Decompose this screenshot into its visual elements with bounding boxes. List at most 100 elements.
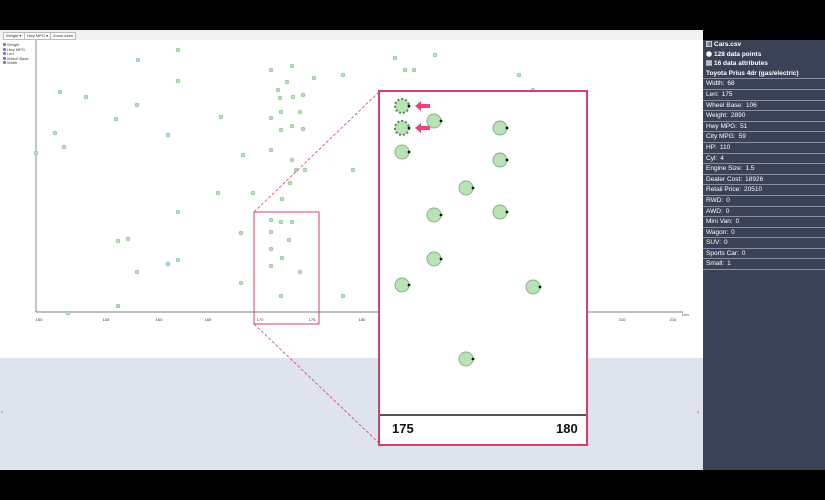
attribute-label: City MPG: bbox=[706, 133, 736, 141]
attribute-value: 0 bbox=[735, 218, 740, 226]
data-point[interactable] bbox=[287, 180, 293, 186]
data-point[interactable] bbox=[83, 94, 89, 100]
attribute-value: 0 bbox=[741, 249, 746, 257]
data-point[interactable] bbox=[284, 79, 290, 85]
data-point[interactable] bbox=[350, 167, 356, 173]
data-point[interactable] bbox=[250, 190, 256, 196]
file-info-row: Cars.csv bbox=[703, 40, 825, 50]
x-tick-label: 215 bbox=[670, 317, 677, 322]
attribute-value: 110 bbox=[719, 143, 731, 151]
data-point[interactable] bbox=[300, 126, 306, 132]
data-point[interactable] bbox=[516, 72, 522, 78]
data-point[interactable] bbox=[340, 72, 346, 78]
attribute-value: 4 bbox=[720, 154, 724, 162]
data-point[interactable] bbox=[57, 89, 63, 95]
data-point[interactable] bbox=[52, 130, 58, 136]
data-point[interactable] bbox=[33, 150, 39, 156]
data-point[interactable] bbox=[61, 144, 67, 150]
data-point[interactable] bbox=[302, 167, 308, 173]
data-point[interactable] bbox=[65, 310, 71, 316]
data-point[interactable] bbox=[279, 196, 285, 202]
attribute-label: AWD: bbox=[706, 207, 723, 215]
data-point[interactable] bbox=[218, 114, 224, 120]
data-point[interactable] bbox=[268, 217, 274, 223]
attribute-label: Weight: bbox=[706, 112, 728, 120]
data-point[interactable] bbox=[113, 116, 119, 122]
zoom-inset-panel[interactable]: 175 180 bbox=[378, 90, 588, 446]
attribute-label: Hwy MPG: bbox=[706, 122, 738, 130]
data-point[interactable] bbox=[134, 269, 140, 275]
data-point[interactable] bbox=[135, 57, 141, 63]
points-info-row: 128 data points bbox=[703, 50, 825, 60]
zoom-connector-top bbox=[253, 90, 381, 213]
data-point[interactable] bbox=[125, 236, 131, 242]
data-point[interactable] bbox=[289, 157, 295, 163]
data-point[interactable] bbox=[238, 230, 244, 236]
data-point[interactable] bbox=[278, 293, 284, 299]
data-point[interactable] bbox=[277, 95, 283, 101]
attribute-count: 16 data attributes bbox=[714, 60, 768, 68]
data-point[interactable] bbox=[278, 127, 284, 133]
data-point[interactable] bbox=[432, 52, 438, 58]
point-count: 128 data points bbox=[714, 50, 762, 58]
data-point[interactable] bbox=[134, 102, 140, 108]
data-point[interactable] bbox=[268, 147, 274, 153]
legend-item[interactable]: Weight bbox=[3, 42, 29, 48]
legend-item[interactable]: Hwy MPG bbox=[3, 47, 29, 53]
data-point[interactable] bbox=[392, 55, 398, 61]
data-point[interactable] bbox=[289, 123, 295, 129]
data-point[interactable] bbox=[278, 219, 284, 225]
x-axis-label: Len bbox=[682, 312, 689, 317]
data-point[interactable] bbox=[286, 237, 292, 243]
attribute-row: Sports Car: 0 bbox=[703, 249, 825, 260]
data-point[interactable] bbox=[175, 209, 181, 215]
attribute-row: Dealer Cost: 18926 bbox=[703, 175, 825, 186]
data-point[interactable] bbox=[240, 152, 246, 158]
data-point[interactable] bbox=[268, 246, 274, 252]
data-point[interactable] bbox=[289, 219, 295, 225]
data-point[interactable] bbox=[268, 263, 274, 269]
data-point[interactable] bbox=[115, 303, 121, 309]
attribute-value: 0 bbox=[726, 196, 730, 204]
data-point[interactable] bbox=[297, 269, 303, 275]
attribute-value: 1 bbox=[727, 260, 731, 268]
legend-item[interactable]: Len bbox=[3, 51, 29, 57]
data-point[interactable] bbox=[238, 280, 244, 286]
data-point[interactable] bbox=[165, 261, 171, 267]
data-point[interactable] bbox=[165, 132, 171, 138]
data-point[interactable] bbox=[215, 190, 221, 196]
scroll-right-arrow-icon[interactable]: › bbox=[697, 410, 699, 416]
data-point[interactable] bbox=[289, 63, 295, 69]
data-point[interactable] bbox=[175, 257, 181, 263]
bottom-black-bar bbox=[0, 470, 825, 500]
data-point[interactable] bbox=[411, 67, 417, 73]
legend-item[interactable]: Wheel Base bbox=[3, 56, 29, 62]
attribute-label: Wheel Base: bbox=[706, 101, 743, 109]
attribute-value: 175 bbox=[721, 90, 733, 98]
attribute-value: 18926 bbox=[745, 175, 764, 183]
data-point[interactable] bbox=[340, 293, 346, 299]
data-point[interactable] bbox=[268, 229, 274, 235]
attribute-label: Wagon: bbox=[706, 228, 729, 236]
data-point[interactable] bbox=[311, 75, 317, 81]
attribute-value: 0 bbox=[723, 239, 728, 247]
zoom-selection-rect[interactable] bbox=[253, 211, 320, 325]
x-tick-label: 150 bbox=[36, 317, 43, 322]
data-point[interactable] bbox=[279, 255, 285, 261]
data-point[interactable] bbox=[290, 94, 296, 100]
scroll-left-arrow-icon[interactable]: ‹ bbox=[1, 410, 3, 416]
data-point[interactable] bbox=[268, 115, 274, 121]
legend-marker-icon bbox=[3, 52, 6, 56]
data-point[interactable] bbox=[115, 238, 121, 244]
data-point[interactable] bbox=[275, 87, 281, 93]
zoom-axes-button[interactable]: Zoom Axes bbox=[50, 32, 77, 40]
data-point[interactable] bbox=[300, 92, 306, 98]
data-point[interactable] bbox=[175, 78, 181, 84]
attribute-label: Len: bbox=[706, 90, 719, 98]
data-point[interactable] bbox=[297, 109, 303, 115]
data-point[interactable] bbox=[175, 47, 181, 53]
legend-item[interactable]: Width bbox=[3, 61, 29, 66]
data-point[interactable] bbox=[278, 109, 284, 115]
data-point[interactable] bbox=[402, 67, 408, 73]
data-point[interactable] bbox=[268, 67, 274, 73]
